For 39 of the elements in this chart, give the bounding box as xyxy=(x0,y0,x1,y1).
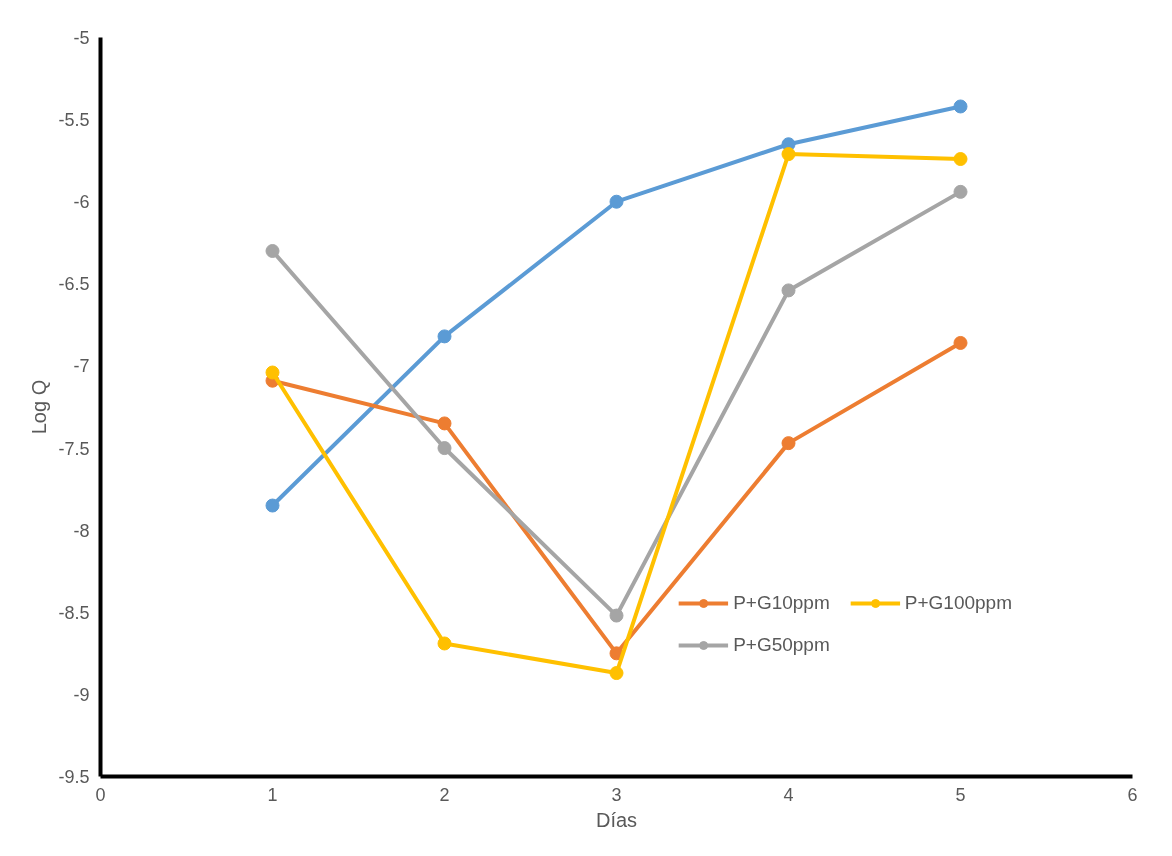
legend-label: P+G100ppm xyxy=(904,592,1012,614)
y-axis-title: Log Q xyxy=(28,379,51,435)
point xyxy=(265,244,280,258)
point xyxy=(953,152,968,167)
y-tick-label: -5 xyxy=(73,28,90,48)
legend-label: P+G10ppm xyxy=(733,592,830,614)
y-tick-label: -9 xyxy=(73,684,90,705)
x-tick-label: 4 xyxy=(783,784,794,805)
x-tick-label: 3 xyxy=(611,784,622,805)
y-tick-label: -8 xyxy=(73,520,90,541)
x-tick-label: 6 xyxy=(1127,784,1138,805)
point xyxy=(609,666,624,681)
point xyxy=(437,636,452,651)
point xyxy=(953,335,968,350)
x-tick-label: 1 xyxy=(267,784,278,805)
point xyxy=(265,498,280,513)
x-tick-label: 2 xyxy=(439,784,450,805)
point xyxy=(781,436,796,451)
x-tick-label: 5 xyxy=(955,784,966,805)
x-tick-label: 0 xyxy=(95,784,106,805)
point xyxy=(781,283,796,298)
y-tick-label: -8.5 xyxy=(58,602,90,623)
y-tick-label: -5.5 xyxy=(58,110,90,131)
y-tick-label: -6 xyxy=(73,192,90,213)
point xyxy=(609,194,624,209)
legend-label: P+G50ppm xyxy=(733,634,830,656)
point xyxy=(265,365,280,380)
y-tick-label: -7 xyxy=(73,356,90,377)
point xyxy=(437,441,452,456)
y-tick-label: -6.5 xyxy=(58,274,90,295)
point xyxy=(609,608,624,623)
y-tick-label: -9.5 xyxy=(58,767,90,787)
point xyxy=(953,184,968,199)
point xyxy=(953,99,968,114)
point xyxy=(437,416,452,431)
point xyxy=(437,329,452,344)
y-tick-label: -7.5 xyxy=(58,438,90,459)
point xyxy=(781,147,796,162)
x-axis-title: Días xyxy=(595,808,638,831)
